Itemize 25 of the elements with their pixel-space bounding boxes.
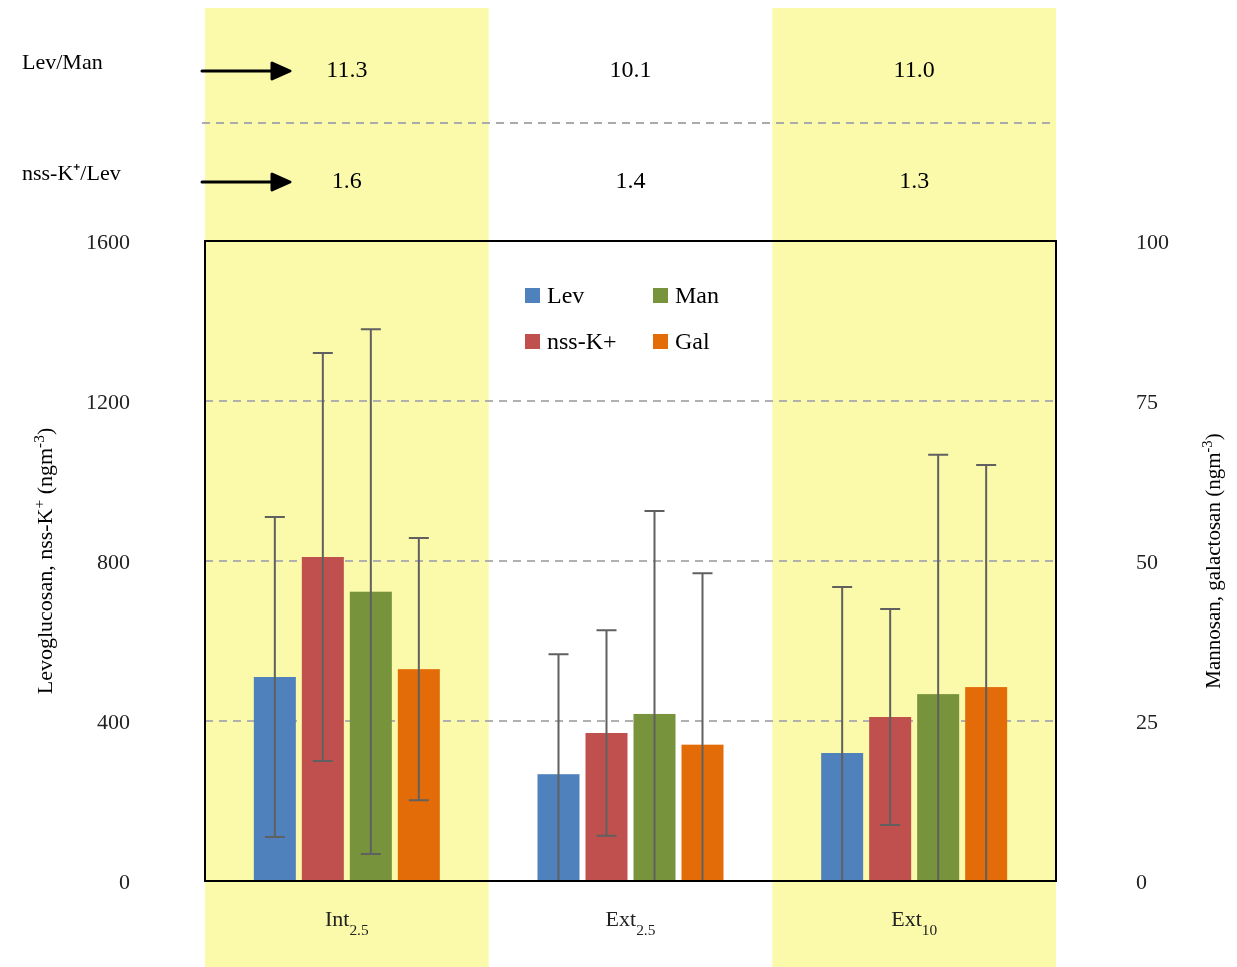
legend-label: Lev <box>547 282 585 308</box>
text: Lev/Man <box>22 49 103 74</box>
y2-tick-label: 50 <box>1136 548 1158 574</box>
legend-label: Gal <box>675 328 710 354</box>
text: 11.3 <box>326 56 368 82</box>
x-tick-label: Ext$_{2.5}$ <box>605 905 656 938</box>
text: 11.0 <box>893 56 935 82</box>
text: 1.6 <box>331 167 362 193</box>
x-tick-label: Ext$_{10}$ <box>891 905 938 938</box>
x-tick-label: Int$_{2.5}$ <box>324 905 369 938</box>
text: 10.1 <box>609 56 652 82</box>
legend-label: Man <box>675 282 719 308</box>
y-tick-label: 0 <box>119 868 130 894</box>
y-tick-label: 800 <box>97 548 130 574</box>
y-tick-label: 400 <box>97 708 130 734</box>
y-tick-label: 1200 <box>86 388 130 414</box>
y-tick-label: 1600 <box>86 228 130 254</box>
y2-tick-label: 75 <box>1136 388 1158 414</box>
text: 1.3 <box>899 167 930 193</box>
text: 1.4 <box>615 167 646 193</box>
y2-tick-label: 25 <box>1136 708 1158 734</box>
y2-tick-label: 0 <box>1136 868 1147 894</box>
legend-label: nss-K+ <box>547 328 617 354</box>
y2-tick-label: 100 <box>1136 228 1169 254</box>
text: nss-K⁺/Lev <box>22 160 121 185</box>
